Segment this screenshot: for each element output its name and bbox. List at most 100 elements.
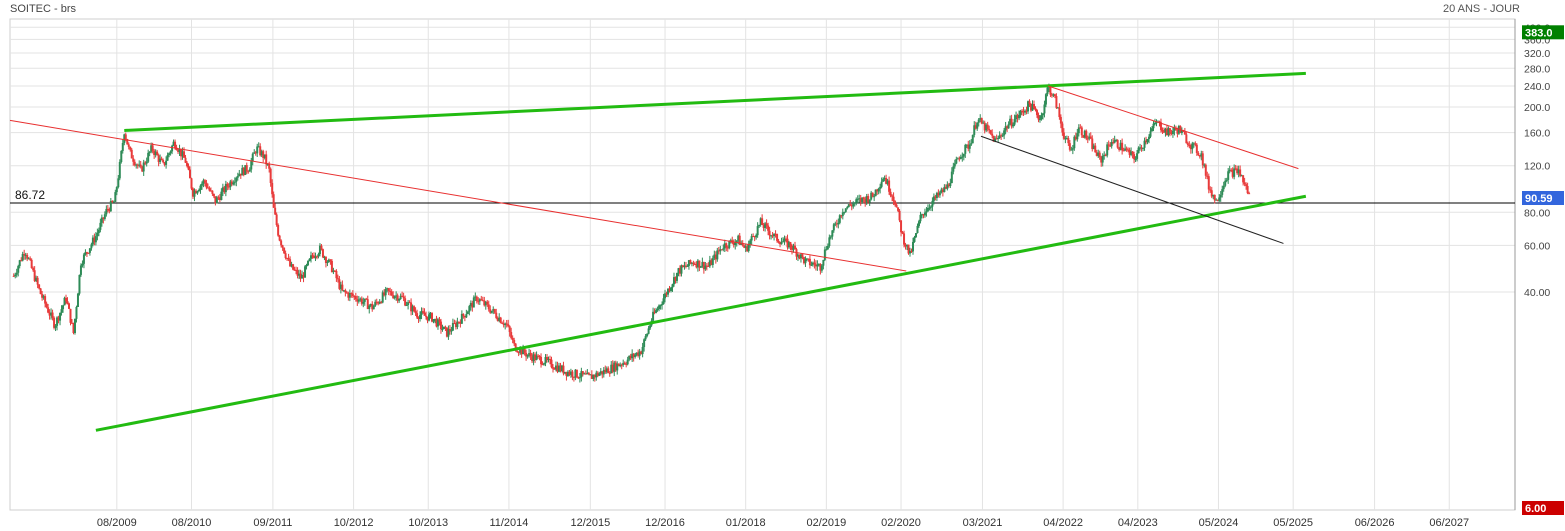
candle-body — [994, 138, 997, 142]
candle-body — [1122, 150, 1125, 152]
candle-body — [626, 359, 629, 365]
candle-body — [293, 269, 296, 271]
candle-body — [1224, 180, 1227, 186]
candle-body — [100, 217, 103, 223]
candle-body — [1035, 110, 1038, 116]
candle-body — [435, 318, 438, 327]
candle-body — [898, 210, 901, 221]
candle-body — [880, 181, 883, 187]
candle-body — [1022, 111, 1025, 113]
candle-body — [1239, 169, 1242, 176]
candle-body — [242, 167, 245, 175]
candle-body — [1177, 126, 1180, 134]
candle-body — [823, 249, 826, 260]
candle-body — [448, 328, 451, 332]
candle-body — [44, 296, 47, 304]
candle-body — [764, 223, 767, 228]
candle-body — [329, 259, 332, 261]
candle-body — [487, 304, 490, 310]
candle-body — [1195, 144, 1198, 153]
candle-body — [369, 304, 372, 306]
candle-body — [54, 325, 57, 328]
candle-body — [977, 119, 980, 123]
candle-body — [405, 304, 408, 306]
candle-body — [870, 192, 873, 200]
candle-body — [457, 321, 460, 323]
candle-body — [490, 310, 493, 313]
candle-body — [271, 182, 274, 195]
candle-body — [189, 169, 192, 179]
candle-body — [275, 214, 278, 225]
candle-body — [386, 288, 389, 290]
candle-body — [849, 204, 852, 206]
candle-body — [1071, 148, 1074, 150]
candle-body — [1027, 101, 1030, 112]
x-tick-label: 10/2013 — [408, 517, 448, 529]
candle-body — [118, 162, 121, 179]
y-tick-label: 320.0 — [1524, 48, 1550, 60]
price-badge-label: 383.0 — [1525, 27, 1553, 39]
candle-body — [1151, 128, 1154, 132]
candle-body — [280, 240, 283, 246]
candle-body — [265, 154, 268, 165]
candle-body — [686, 265, 689, 267]
candle-body — [909, 250, 912, 254]
candle-body — [949, 183, 952, 187]
candle-body — [517, 352, 520, 354]
candle-body — [1009, 118, 1012, 125]
price-badge-label: 90.59 — [1525, 193, 1553, 205]
candle-body — [495, 312, 498, 318]
candle-body — [1245, 184, 1248, 186]
candle-body — [447, 328, 450, 337]
candle-body — [850, 205, 853, 207]
candle-body — [551, 367, 554, 369]
candle-body — [874, 189, 877, 197]
candle-body — [581, 371, 584, 375]
candle-body — [710, 260, 713, 265]
candle-body — [250, 161, 253, 170]
candle-body — [988, 128, 991, 131]
candle-body — [144, 162, 147, 164]
price-badge-label: 6.00 — [1525, 503, 1546, 515]
candle-body — [923, 212, 926, 216]
candle-body — [906, 244, 909, 247]
candle-body — [380, 301, 383, 303]
candle-body — [389, 290, 392, 292]
candle-body — [1192, 143, 1195, 145]
candle-body — [1134, 158, 1137, 160]
candle-body — [350, 293, 353, 295]
candle-body — [635, 352, 638, 355]
candle-body — [916, 225, 919, 234]
candle-body — [1068, 143, 1071, 150]
candle-body — [1059, 117, 1062, 124]
candle-body — [295, 269, 298, 271]
candle-body — [347, 293, 350, 298]
candle-body — [1204, 164, 1207, 176]
candle-body — [133, 161, 136, 166]
candle-body — [408, 302, 411, 304]
candle-body — [968, 144, 971, 149]
candle-body — [868, 199, 871, 203]
candle-body — [353, 296, 356, 298]
period-label[interactable]: 20 ANS - JOUR — [1442, 3, 1520, 15]
x-tick-label: 04/2023 — [1118, 517, 1158, 529]
candle-body — [94, 236, 97, 243]
candle-body — [1100, 157, 1103, 163]
candle-body — [91, 237, 94, 245]
candle-body — [867, 196, 870, 203]
candle-body — [544, 357, 547, 364]
candle-body — [1158, 121, 1161, 123]
candle-body — [65, 297, 68, 302]
candle-body — [690, 262, 693, 264]
candle-body — [574, 369, 577, 378]
candle-body — [193, 190, 196, 197]
candle-body — [1110, 142, 1113, 147]
candle-body — [56, 317, 59, 326]
candle-body — [99, 222, 102, 230]
candle-body — [365, 298, 368, 300]
x-tick-label: 02/2019 — [806, 517, 846, 529]
candle-body — [647, 328, 650, 334]
candle-body — [985, 124, 988, 131]
candle-body — [695, 264, 698, 268]
